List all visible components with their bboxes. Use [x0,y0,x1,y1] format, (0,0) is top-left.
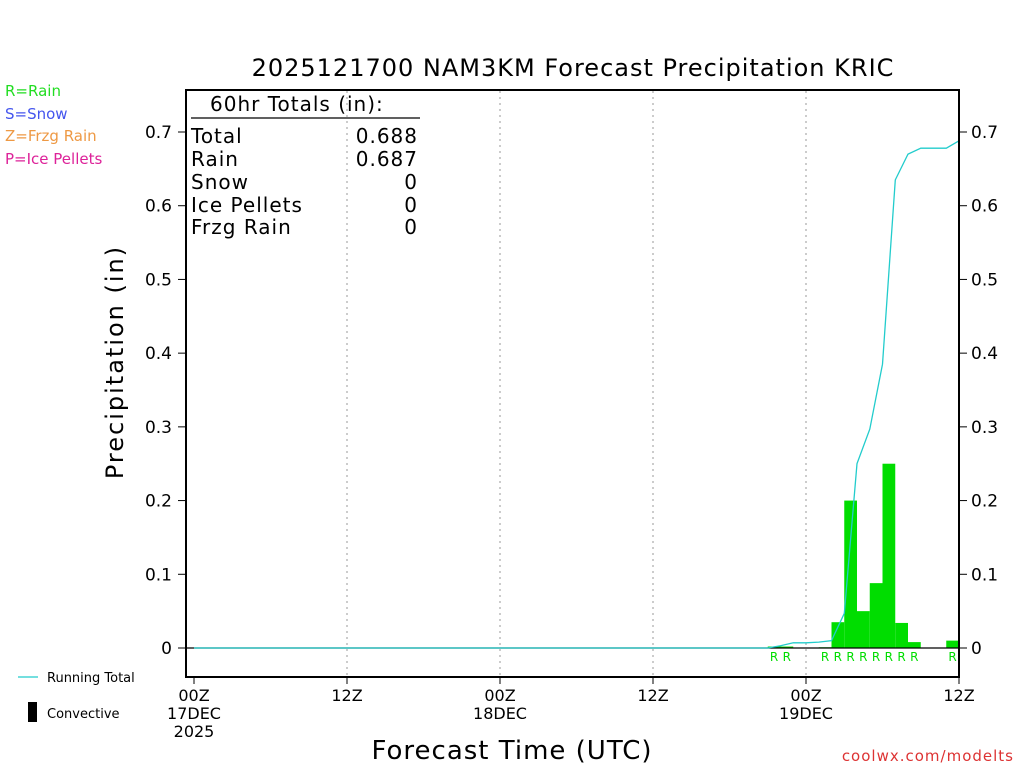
ptype-marker: R [783,650,791,664]
ptype-marker: R [770,650,778,664]
convective-swatch [28,702,37,722]
grid-lines [346,91,807,676]
y-axis-label: Precipitation (in) [101,245,129,479]
totals-label-ice-pellets: Ice Pellets [191,193,303,217]
x-tick-label: 17DEC [167,704,221,723]
ptype-marker: R [897,650,905,664]
totals-header: 60hr Totals (in): [210,92,384,116]
y-tick-label-right: 0.1 [971,565,998,585]
ptype-marker: R [885,650,893,664]
totals-value-ice-pellets: 0 [404,193,418,217]
x-tick-label: 19DEC [779,704,833,723]
y-tick-label-left: 0.5 [145,270,172,290]
ptype-marker: R [872,650,880,664]
precip-bar [844,500,857,648]
totals-label-rain: Rain [191,147,239,171]
precip-bar [831,622,845,648]
totals-label-snow: Snow [191,170,249,194]
x-tick-label: 00Z [178,686,209,705]
plot-frame [185,89,960,678]
running-total-line [194,140,960,649]
precip-bar [908,642,921,648]
ptype-marker: R [821,650,829,664]
totals-value-frzg-rain: 0 [404,215,418,239]
precip-bar [882,463,896,648]
y-tick-label-right: 0.2 [971,492,998,512]
precip-bar [857,611,870,648]
x-tick-label: 12Z [331,686,362,705]
credit-text: coolwx.com/modelts [842,747,1014,765]
y-tick-label-left: 0.3 [145,418,172,438]
x-tick-label: 12Z [637,686,668,705]
ptype-marker: R [834,650,842,664]
y-tick-label-left: 0.4 [145,344,172,364]
ptype-marker: R [859,650,867,664]
x-tick-label: 18DEC [473,704,527,723]
x-tick-label: 00Z [790,686,821,705]
legend-rain: R=Rain [5,82,61,100]
precip-bar [869,583,883,648]
y-tick-label-right: 0 [971,639,982,659]
ptype-marker: R [910,650,918,664]
y-tick-label-right: 0.7 [971,123,998,143]
totals-value-rain: 0.687 [356,147,418,171]
y-tick-label-right: 0.3 [971,418,998,438]
precip-bar [780,646,794,648]
ptype-marker: R [846,650,854,664]
legend-frzg-rain: Z=Frzg Rain [5,127,97,145]
convective-legend: Convective [47,707,120,722]
y-tick-label-left: 0 [161,639,172,659]
y-tick-label-left: 0.7 [145,123,172,143]
x-axis-label: Forecast Time (UTC) [371,736,652,766]
bottom-legend: Running Total Convective [18,671,135,722]
ptype-marker: R [948,650,956,664]
running-total-legend: Running Total [47,671,135,686]
y-tick-label-right: 0.5 [971,270,998,290]
ptype-legend: R=Rain S=Snow Z=Frzg Rain P=Ice Pellets [5,82,102,168]
x-tick-label: 00Z [484,686,515,705]
x-tick-label: 12Z [943,686,974,705]
precip-bars [767,463,959,649]
y-tick-label-right: 0.4 [971,344,998,364]
y-tick-label-right: 0.6 [971,197,998,217]
totals-label-total: Total [190,124,243,148]
totals-box: 60hr Totals (in): Total 0.688 Rain 0.687… [190,92,420,239]
legend-snow: S=Snow [5,105,68,123]
y-axis-ticks: 0 00.1 0.10.2 0.20.3 0.30.4 0.40.5 0.50.6 0.60.… [145,123,998,659]
legend-ice-pellets: P=Ice Pellets [5,150,102,168]
y-tick-label-left: 0.1 [145,565,172,585]
precip-bar [946,640,959,648]
totals-value-snow: 0 [404,170,418,194]
precip-bar [895,622,908,648]
totals-value-total: 0.688 [356,124,418,148]
y-tick-label-left: 0.2 [145,492,172,512]
totals-label-frzg-rain: Frzg Rain [191,215,292,239]
y-tick-label-left: 0.6 [145,197,172,217]
x-tick-label: 2025 [174,722,215,741]
chart-title: 2025121700 NAM3KM Forecast Precipitation… [252,54,895,82]
